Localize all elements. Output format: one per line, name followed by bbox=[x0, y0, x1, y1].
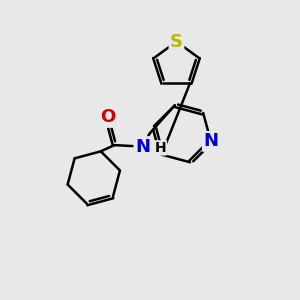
Text: S: S bbox=[170, 33, 183, 51]
Text: H: H bbox=[155, 141, 167, 155]
Text: N: N bbox=[135, 138, 150, 156]
Text: O: O bbox=[100, 108, 116, 126]
Text: N: N bbox=[203, 132, 218, 150]
